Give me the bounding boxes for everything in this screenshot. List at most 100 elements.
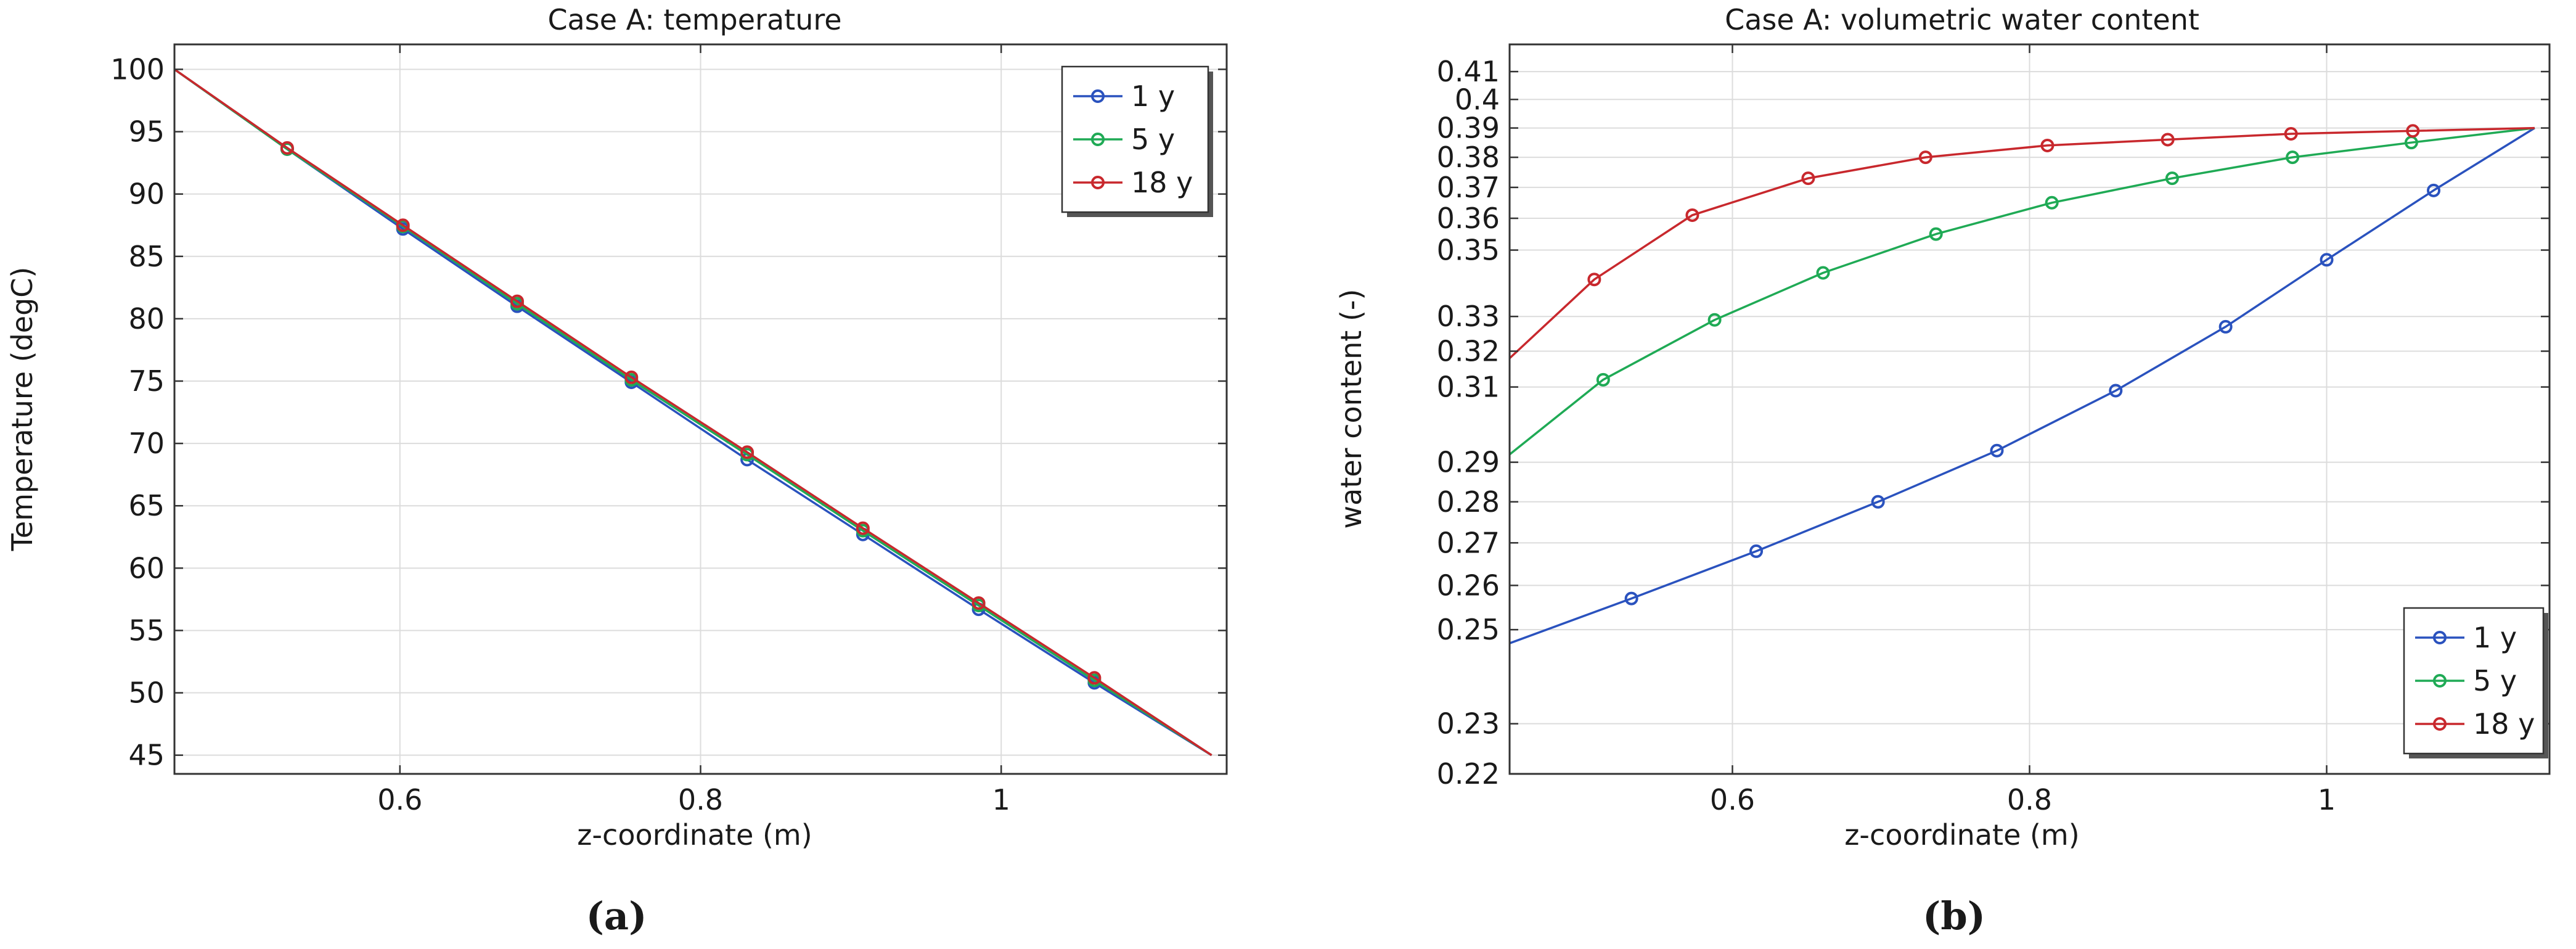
y-tick-label: 0.23 bbox=[1437, 707, 1500, 741]
data-point bbox=[2045, 195, 2059, 210]
y-axis-label-a: Temperature (degC) bbox=[6, 267, 39, 552]
y-tick-label: 0.28 bbox=[1437, 485, 1500, 519]
data-point bbox=[2284, 126, 2298, 141]
data-point bbox=[1918, 150, 1932, 165]
x-tick-label: 0.8 bbox=[2007, 783, 2052, 816]
data-point bbox=[2040, 138, 2055, 152]
y-tick-label: 0.32 bbox=[1437, 335, 1500, 368]
chart-title-b: Case A: volumetric water content bbox=[1725, 3, 2199, 36]
data-point bbox=[1749, 544, 1764, 558]
grid-b bbox=[1510, 44, 2549, 774]
legend-swatch-marker bbox=[2433, 631, 2447, 644]
y-tick-label: 85 bbox=[128, 240, 165, 273]
data-point bbox=[1871, 495, 1885, 509]
y-tick-label: 55 bbox=[128, 614, 165, 647]
data-point bbox=[2109, 384, 2123, 398]
data-point bbox=[856, 521, 870, 535]
series-line-1y bbox=[1509, 127, 2535, 644]
data-point bbox=[2286, 150, 2300, 165]
y-tick-label: 0.27 bbox=[1437, 526, 1500, 559]
y-ticks-b: 0.22 0.23 0.25 0.26 0.27 0.28 0.29 0.310.320.33… bbox=[1437, 55, 2549, 791]
panel-b: Case A: volumetric water content 0.22 0.2… bbox=[1335, 3, 2551, 939]
series-line-18y bbox=[173, 68, 1212, 757]
data-point bbox=[1707, 313, 1722, 327]
series-line-5y bbox=[1508, 126, 2535, 456]
data-point bbox=[2218, 319, 2233, 334]
data-point bbox=[2427, 183, 2441, 197]
legend-swatch-marker bbox=[1091, 176, 1105, 189]
data-point bbox=[280, 141, 294, 155]
y-tick-label: 65 bbox=[128, 489, 165, 522]
y-tick-label: 0.37 bbox=[1437, 171, 1500, 204]
legend-entry-label: 18 y bbox=[1131, 166, 1193, 199]
y-tick-label: 45 bbox=[128, 739, 165, 772]
data-point bbox=[1929, 227, 1943, 241]
data-point bbox=[510, 294, 524, 308]
y-tick-label: 90 bbox=[128, 178, 165, 211]
x-axis-label-a: z-coordinate (m) bbox=[577, 818, 812, 852]
x-tick-label: 1 bbox=[992, 783, 1010, 816]
y-axis-label-b: water content (-) bbox=[1335, 289, 1368, 529]
y-tick-label: 0.4 bbox=[1455, 83, 1500, 116]
legend-b: 1 y 5 y 18 y bbox=[2403, 607, 2548, 758]
x-tick-label: 1 bbox=[2318, 783, 2336, 816]
y-tick-label: 80 bbox=[128, 302, 165, 335]
data-point bbox=[1990, 443, 2004, 458]
data-point bbox=[1801, 171, 1815, 186]
data-point bbox=[1816, 266, 1830, 280]
x-ticks-b: 0.6 0.8 1 bbox=[1710, 44, 2336, 816]
legend-a: 1 y 5 y 18 y bbox=[1061, 65, 1213, 217]
grid-a bbox=[174, 44, 1227, 774]
data-point bbox=[396, 218, 410, 232]
data-point bbox=[971, 596, 986, 610]
legend-swatch-marker bbox=[2433, 717, 2447, 731]
x-tick-label: 0.6 bbox=[1710, 783, 1755, 816]
y-tick-label: 60 bbox=[128, 551, 165, 585]
data-point bbox=[2165, 171, 2179, 186]
panel-label-a: (a) bbox=[586, 894, 647, 939]
chart-title-a: Case A: temperature bbox=[547, 3, 841, 36]
y-tick-label: 0.38 bbox=[1437, 141, 1500, 174]
data-point bbox=[1624, 591, 1638, 606]
panel-a: Case A: temperature 45 50 55 60 65 70 75 80 85 90… bbox=[6, 3, 1228, 939]
x-axis-label-b: z-coordinate (m) bbox=[1844, 818, 2079, 852]
data-point bbox=[2161, 133, 2175, 147]
y-tick-label: 95 bbox=[128, 115, 165, 149]
legend-swatch-marker bbox=[1091, 89, 1105, 103]
legend-entry-label: 5 y bbox=[2473, 664, 2517, 697]
legend-entry-label: 1 y bbox=[1131, 80, 1175, 113]
legend-entry-label: 1 y bbox=[2473, 621, 2517, 654]
data-point bbox=[1087, 671, 1102, 685]
series-a bbox=[173, 68, 1212, 757]
data-point bbox=[1587, 273, 1601, 287]
legend-entry-label: 5 y bbox=[1131, 123, 1175, 156]
legend-swatch-marker bbox=[2433, 674, 2447, 688]
panel-label-b: (b) bbox=[1923, 894, 1985, 939]
y-tick-label: 0.36 bbox=[1437, 202, 1500, 235]
y-tick-label: 0.29 bbox=[1437, 446, 1500, 479]
legend-entry-label: 18 y bbox=[2473, 707, 2535, 741]
data-point bbox=[740, 445, 754, 459]
series-b bbox=[1508, 124, 2535, 644]
y-tick-label: 0.35 bbox=[1437, 234, 1500, 267]
y-tick-label: 0.22 bbox=[1437, 757, 1500, 791]
y-tick-label: 0.25 bbox=[1437, 613, 1500, 646]
data-point bbox=[1596, 372, 1610, 387]
y-tick-label: 0.39 bbox=[1437, 112, 1500, 145]
y-tick-label: 0.26 bbox=[1437, 569, 1500, 602]
series-line-18y bbox=[1508, 126, 2535, 359]
data-point bbox=[2320, 253, 2334, 267]
legend-box bbox=[2403, 607, 2545, 755]
y-tick-label: 100 bbox=[110, 52, 165, 86]
y-tick-label: 70 bbox=[128, 427, 165, 460]
y-tick-label: 75 bbox=[128, 364, 165, 398]
data-point bbox=[624, 370, 639, 384]
y-ticks-a: 45 50 55 60 65 70 75 80 85 90 95 100 bbox=[110, 52, 1227, 772]
data-point bbox=[2406, 124, 2420, 138]
x-tick-label: 0.8 bbox=[678, 783, 723, 816]
y-tick-label: 0.31 bbox=[1437, 371, 1500, 404]
legend-swatch-marker bbox=[1091, 133, 1105, 146]
y-tick-label: 50 bbox=[128, 676, 165, 710]
y-tick-label: 0.41 bbox=[1437, 55, 1500, 88]
